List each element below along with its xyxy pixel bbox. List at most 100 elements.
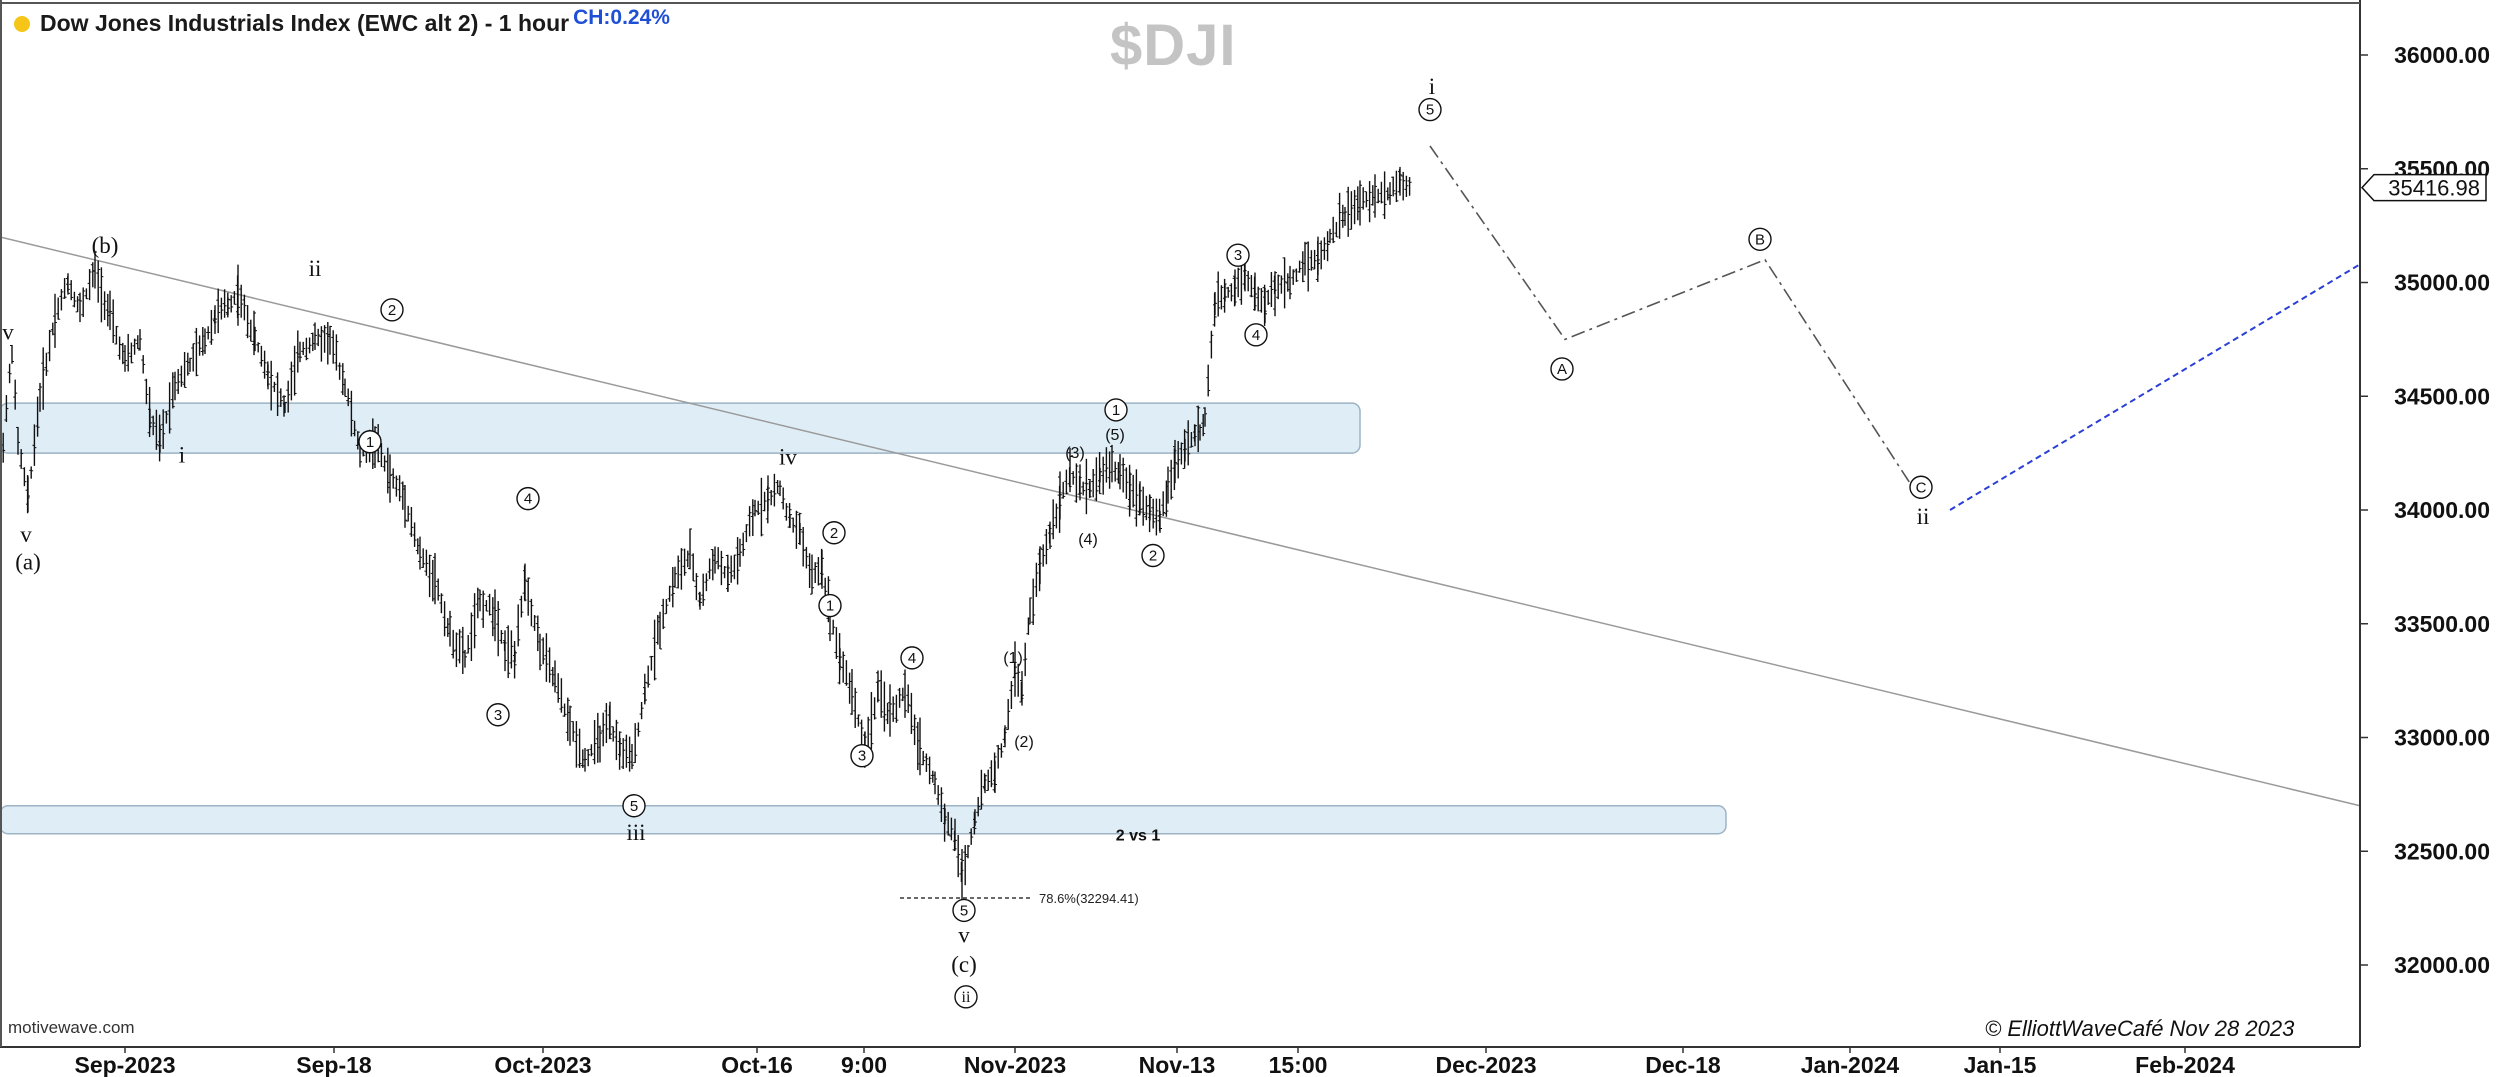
price-bar <box>614 719 619 761</box>
price-bar <box>66 273 70 295</box>
price-bar <box>1044 529 1049 565</box>
wave-label-text: 3 <box>858 748 866 765</box>
wave-label-text: (b) <box>92 233 119 258</box>
wave-label: (b) <box>92 233 119 258</box>
price-bar <box>1041 544 1046 567</box>
price-bar <box>798 522 802 546</box>
price-bar <box>10 344 14 364</box>
price-bar <box>256 342 261 353</box>
time-tick-label: Sep-2023 <box>74 1052 175 1077</box>
price-bar <box>1009 681 1014 709</box>
wave-label: ii <box>954 985 978 1009</box>
price-bar <box>96 260 101 303</box>
price-bar <box>1101 456 1106 495</box>
price-bar <box>472 593 477 649</box>
price-bar <box>1349 191 1354 230</box>
price-bar <box>1322 237 1327 260</box>
price-bar <box>1226 286 1231 298</box>
price-bar <box>882 681 887 732</box>
price-bar <box>340 363 345 396</box>
price-axis[interactable]: 32000.00 32500.00 33000.00 33500.00 34000.00… <box>2359 0 2496 1077</box>
price-bar <box>75 296 80 313</box>
wave-label: 5 <box>1418 97 1442 122</box>
price-bar <box>188 357 192 372</box>
price-bar <box>409 506 414 537</box>
price-bars <box>0 166 1412 900</box>
status-dot-icon <box>14 15 30 32</box>
price-bar <box>1173 439 1177 484</box>
price-bar <box>903 669 907 718</box>
price-bar <box>1020 671 1024 706</box>
price-bar <box>158 424 162 453</box>
price-bar <box>239 284 244 318</box>
price-bar <box>756 500 761 516</box>
price-bar <box>1193 424 1197 447</box>
price-bar <box>879 670 884 718</box>
price-tick-label: 35000.00 <box>2394 270 2490 296</box>
price-bar <box>1134 469 1139 527</box>
wave-label-text: 4 <box>1252 327 1260 344</box>
price-bar <box>216 288 221 334</box>
price-bar <box>1091 469 1096 498</box>
wave-label-ring <box>1104 398 1128 422</box>
price-bar <box>1064 469 1069 495</box>
price-bar <box>960 848 964 900</box>
price-bar <box>936 785 941 805</box>
price-bar <box>334 334 339 371</box>
time-axis[interactable]: Sep-2023 Sep-18 Oct-2023 Oct-16 9:00 Nov-2023… <box>0 1046 2496 1077</box>
price-bar <box>946 811 951 836</box>
price-bar <box>661 598 666 630</box>
price-bar <box>1023 642 1028 677</box>
price-bar <box>1206 364 1211 397</box>
price-bar <box>762 491 767 512</box>
price-tick-label: 32500.00 <box>2394 838 2490 864</box>
trendlines <box>0 236 2361 807</box>
wave-label: v <box>2 320 14 345</box>
last-price-tag: 35416.98 <box>2360 173 2487 202</box>
price-tick-label: 33500.00 <box>2394 611 2490 637</box>
wave-label: iv <box>779 445 797 470</box>
price-bar <box>41 347 46 410</box>
wave-label-ring <box>516 486 540 511</box>
price-bar <box>1154 498 1159 536</box>
price-bar <box>1266 289 1271 305</box>
wave-label: iii <box>626 820 645 845</box>
wave-label-text: i <box>179 442 185 467</box>
price-bar <box>286 380 291 413</box>
wave-label-ring <box>900 646 924 670</box>
source-credit: motivewave.com <box>8 1018 135 1037</box>
wave-label: v <box>958 922 970 947</box>
projections <box>1429 145 2361 511</box>
wave-label: 3 <box>1226 243 1250 267</box>
price-bar <box>608 701 612 739</box>
price-bar <box>1061 481 1066 499</box>
price-bar <box>979 769 984 810</box>
price-bar <box>1176 441 1181 479</box>
price-bar <box>872 697 877 720</box>
price-bar <box>1179 442 1184 465</box>
wave-label-text: ii <box>1917 504 1930 529</box>
price-bar <box>32 424 37 466</box>
price-bar <box>448 610 452 647</box>
price-bar <box>439 593 444 614</box>
price-bar <box>784 503 789 521</box>
price-bar <box>496 601 501 657</box>
price-bar <box>275 372 280 417</box>
price-bar <box>349 390 354 437</box>
price-bar <box>167 382 172 434</box>
price-bar <box>191 343 196 372</box>
wave-label-text: (4) <box>1078 532 1098 549</box>
price-bar <box>382 455 387 472</box>
wave-label-text: 5 <box>960 902 968 919</box>
price-bar <box>463 649 467 668</box>
price-bar <box>93 250 97 289</box>
price-bar <box>206 326 211 340</box>
wave-label-text: ii <box>962 989 971 1006</box>
wave-label-text: 1 <box>366 434 374 451</box>
price-bar <box>562 703 567 717</box>
price-bar <box>1249 275 1254 298</box>
price-bar <box>766 475 770 511</box>
price-bar <box>1074 463 1079 503</box>
wave-label-text: iv <box>779 445 797 470</box>
